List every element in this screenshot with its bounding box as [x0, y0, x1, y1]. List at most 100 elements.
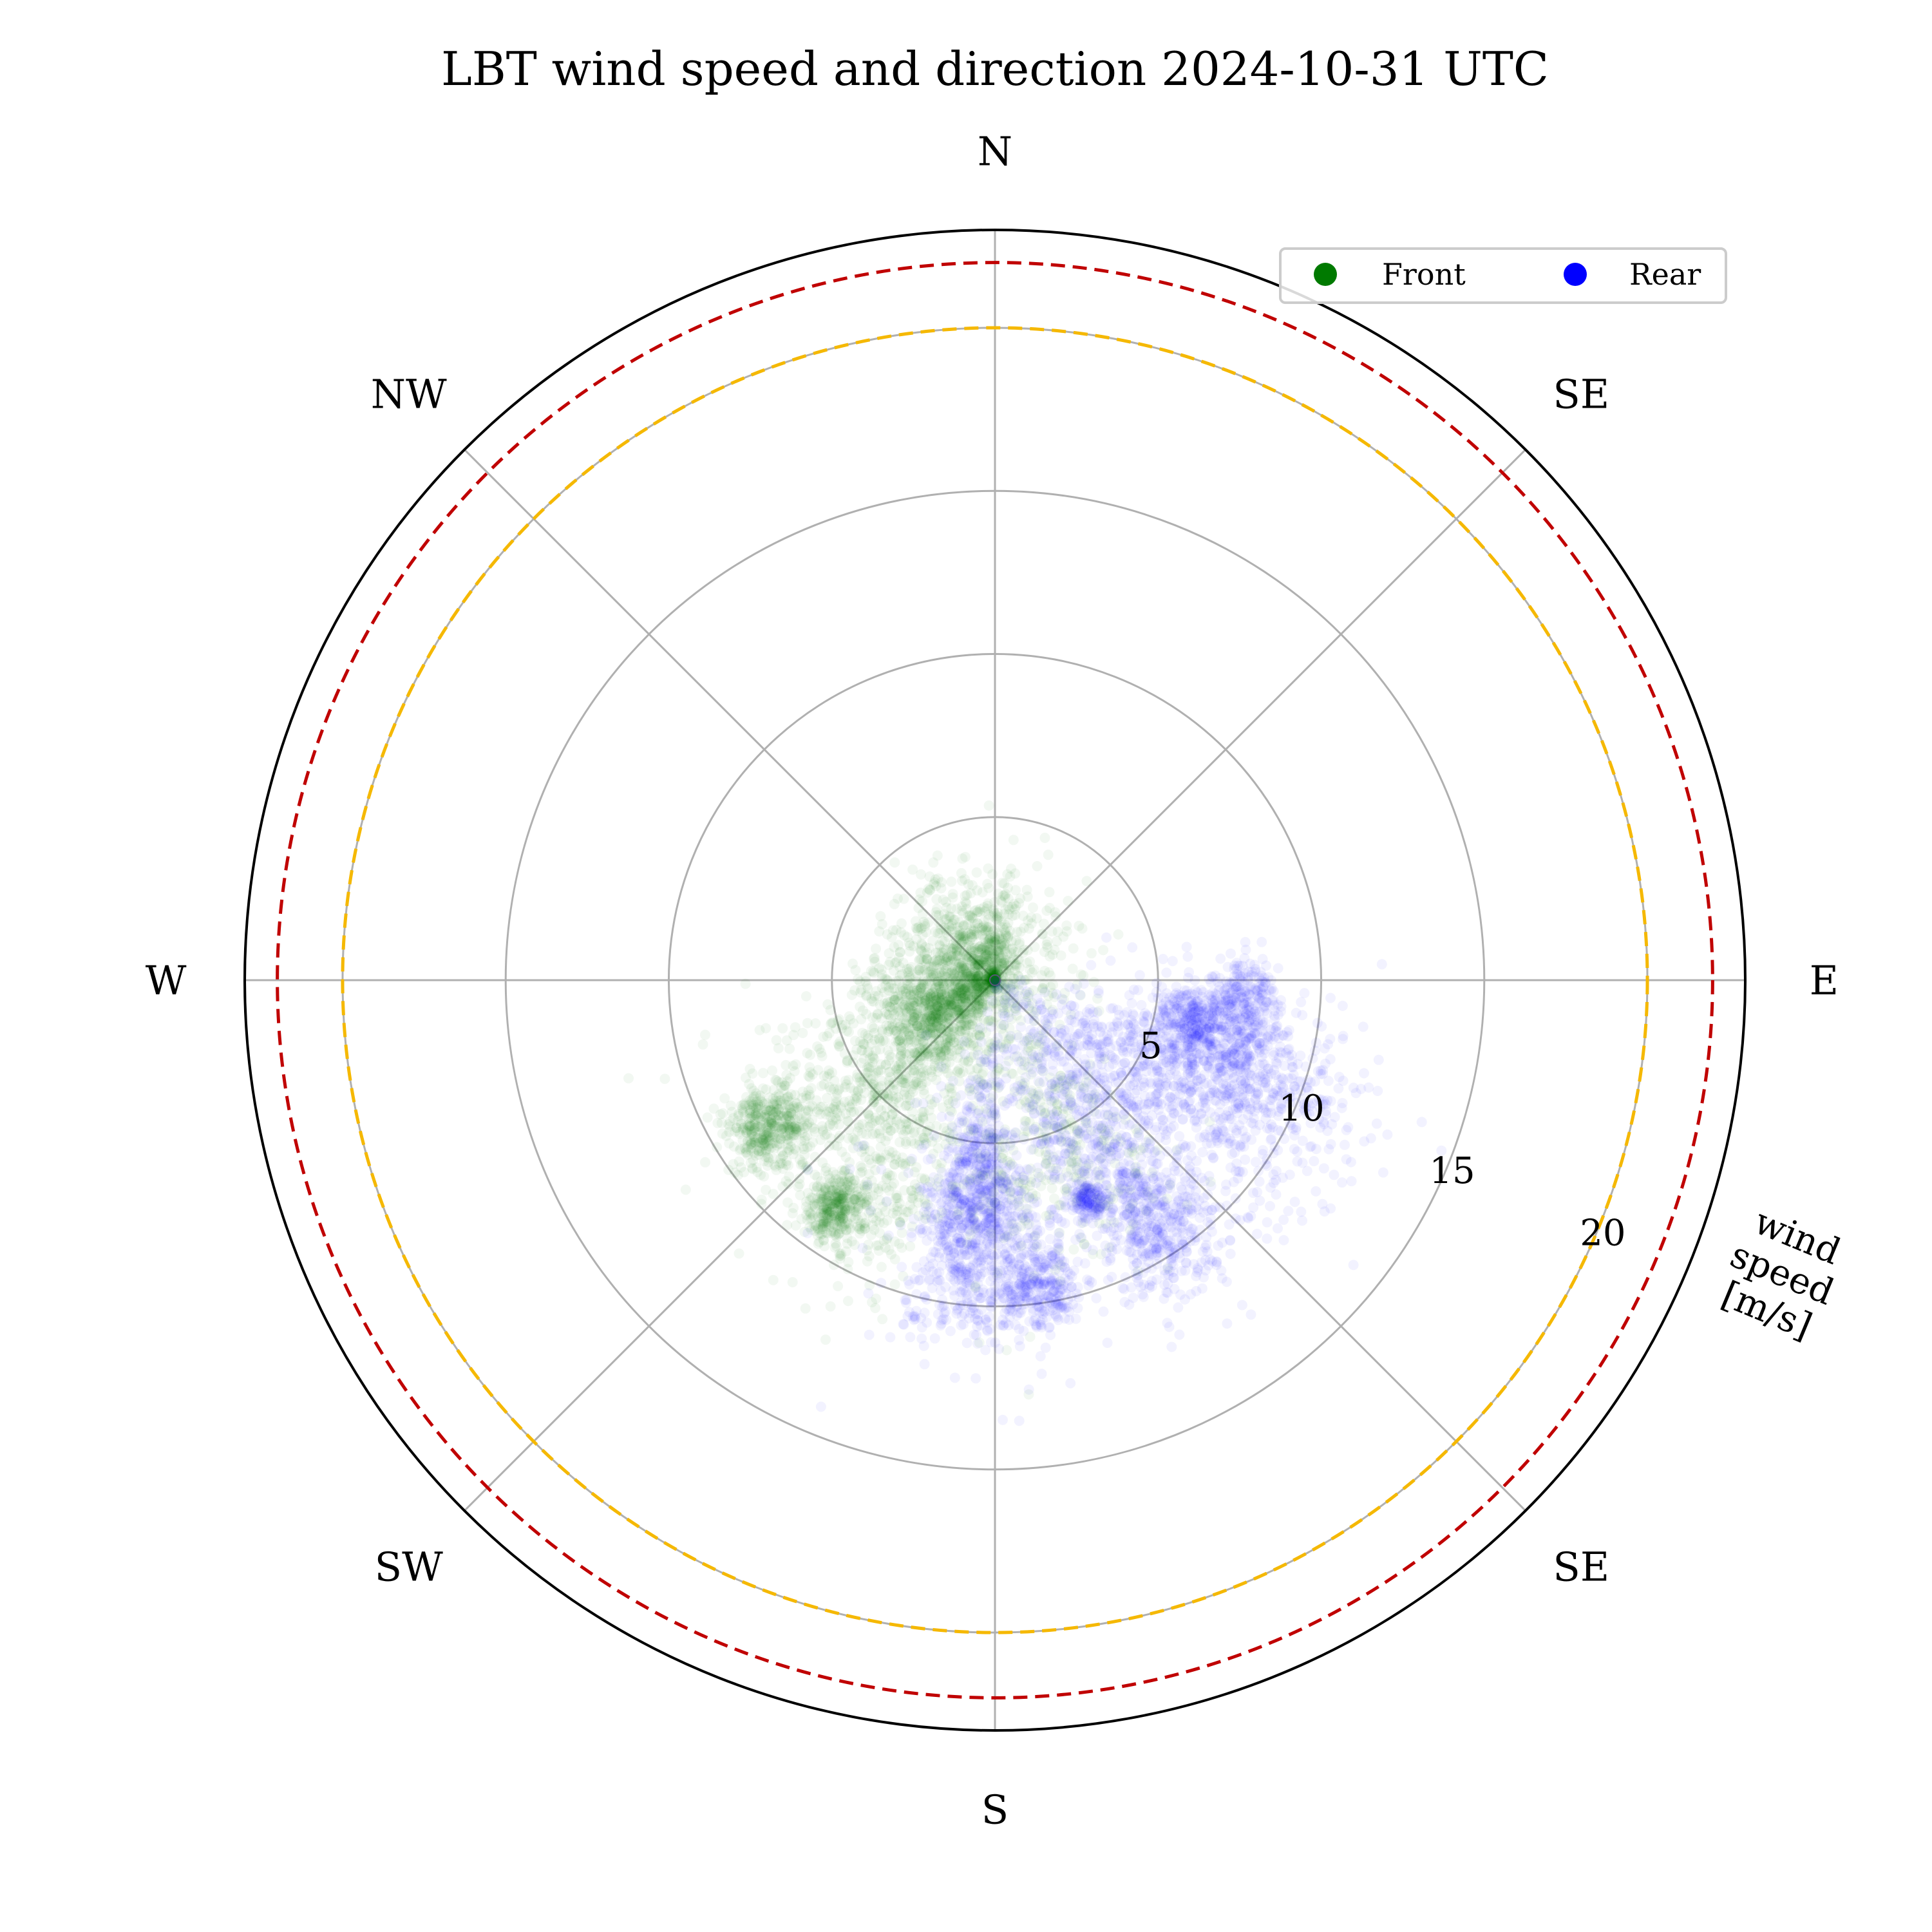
front-data-point [1023, 1034, 1034, 1045]
front-data-point [943, 956, 953, 967]
front-data-point [972, 984, 983, 994]
front-data-point [931, 1047, 941, 1058]
front-data-point [833, 1281, 844, 1292]
front-data-point [700, 1157, 710, 1168]
front-data-point [960, 972, 971, 982]
front-data-point [960, 963, 971, 974]
rear-data-point [1222, 961, 1233, 972]
front-data-point [777, 1023, 788, 1034]
front-data-point [998, 974, 1009, 985]
front-data-point [867, 1052, 878, 1063]
front-data-point [768, 1128, 779, 1139]
front-data-point [917, 909, 928, 919]
front-data-point [781, 1035, 792, 1046]
front-data-point [888, 990, 899, 1001]
front-data-point [906, 983, 917, 993]
rear-data-point [1257, 954, 1268, 965]
front-data-point [924, 871, 935, 882]
front-data-point [782, 1197, 793, 1208]
front-data-point [987, 984, 998, 995]
front-data-point [1009, 1003, 1020, 1014]
spoke-line [994, 979, 1526, 1511]
front-data-point [949, 955, 960, 966]
front-data-point [993, 888, 1003, 899]
front-data-point [980, 979, 991, 990]
front-data-point [1039, 947, 1050, 957]
front-data-point [802, 1119, 813, 1130]
front-data-point [956, 988, 967, 999]
front-data-point [971, 867, 982, 878]
front-data-point [947, 971, 958, 982]
front-data-point [1068, 943, 1079, 954]
front-data-point [990, 954, 1000, 965]
front-data-point [949, 914, 960, 925]
front-data-point [967, 1021, 978, 1032]
front-data-point [756, 1194, 767, 1205]
front-data-point [931, 1121, 942, 1132]
front-data-point [984, 969, 994, 980]
front-data-point [1006, 1068, 1017, 1079]
front-data-point [918, 916, 929, 927]
front-data-point [828, 1219, 839, 1230]
front-data-point [999, 958, 1010, 969]
front-data-point [873, 1245, 884, 1256]
front-data-point [1027, 1006, 1037, 1017]
front-data-point [1029, 942, 1040, 952]
front-data-point [974, 947, 984, 958]
front-data-point [961, 1020, 972, 1031]
front-data-point [1003, 965, 1014, 976]
front-data-point [934, 928, 945, 939]
rear-data-point [1291, 1007, 1302, 1018]
front-data-point [980, 988, 990, 999]
front-data-point [980, 937, 991, 948]
front-data-point [972, 986, 983, 997]
front-data-point [983, 1016, 994, 1027]
front-data-point [931, 910, 942, 921]
front-data-point [922, 954, 933, 965]
front-data-point [1056, 950, 1066, 961]
front-data-point [971, 1001, 982, 1012]
front-data-point [801, 1090, 811, 1101]
front-data-point [992, 963, 1003, 974]
front-data-point [989, 983, 1000, 994]
grid-circle [504, 489, 1486, 1471]
front-data-point [905, 1241, 916, 1252]
front-data-point [954, 970, 965, 981]
front-data-point [837, 1146, 848, 1157]
front-data-point [895, 927, 906, 938]
front-data-point [967, 1007, 978, 1018]
front-data-point [969, 954, 980, 965]
front-data-point [869, 990, 880, 1001]
front-data-point [933, 976, 943, 987]
front-data-point [744, 1063, 755, 1074]
front-data-point [913, 902, 924, 913]
front-data-point [937, 1005, 948, 1016]
front-data-point [960, 984, 971, 995]
front-data-point [834, 1083, 845, 1094]
front-data-point [946, 876, 957, 887]
front-data-point [1061, 926, 1072, 937]
front-data-point [980, 906, 990, 917]
front-data-point [700, 1029, 710, 1040]
front-data-point [954, 929, 965, 940]
front-data-point [760, 1151, 771, 1162]
front-data-point [972, 977, 983, 988]
front-data-point [987, 945, 998, 956]
front-data-point [983, 972, 994, 983]
rear-data-point [1243, 966, 1254, 977]
front-data-point [831, 1241, 842, 1252]
front-data-point [944, 911, 955, 922]
front-data-point [846, 1176, 857, 1187]
front-data-point [984, 972, 995, 983]
front-data-point [938, 978, 949, 989]
front-data-point [983, 800, 994, 811]
front-data-point [982, 924, 993, 935]
front-data-point [960, 1055, 971, 1066]
front-data-point [959, 984, 970, 995]
front-data-point [862, 983, 873, 994]
front-data-point [972, 983, 983, 994]
front-data-point [1075, 969, 1086, 980]
front-data-point [974, 971, 985, 982]
front-data-point [813, 1211, 824, 1222]
front-data-point [952, 990, 963, 1001]
